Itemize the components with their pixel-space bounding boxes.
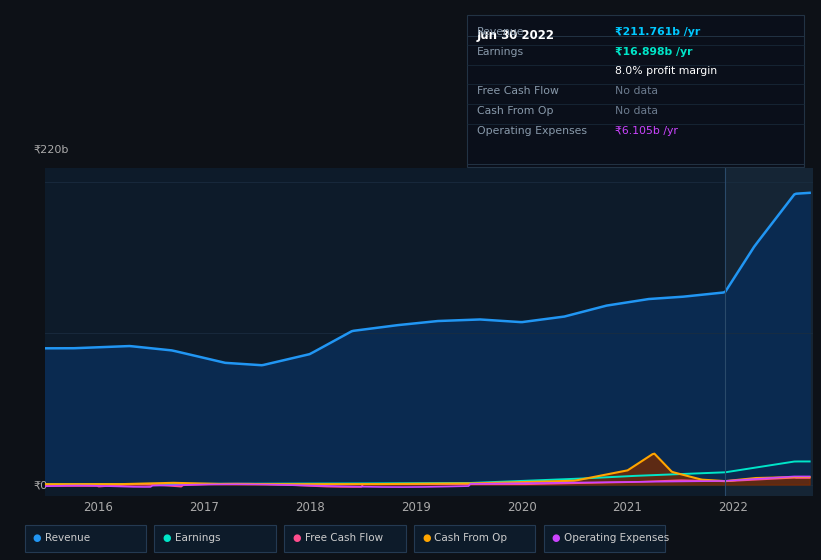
Text: Revenue: Revenue bbox=[477, 27, 525, 37]
Text: No data: No data bbox=[615, 106, 658, 116]
Text: Revenue: Revenue bbox=[45, 533, 90, 543]
Text: Free Cash Flow: Free Cash Flow bbox=[477, 86, 559, 96]
Text: ₹211.761b /yr: ₹211.761b /yr bbox=[615, 27, 700, 37]
Text: ₹6.105b /yr: ₹6.105b /yr bbox=[615, 126, 678, 136]
Bar bbox=[725, 168, 813, 496]
Text: Operating Expenses: Operating Expenses bbox=[564, 533, 669, 543]
Text: ₹16.898b /yr: ₹16.898b /yr bbox=[615, 46, 693, 57]
Text: 8.0% profit margin: 8.0% profit margin bbox=[615, 67, 718, 77]
Text: No data: No data bbox=[615, 86, 658, 96]
Text: Operating Expenses: Operating Expenses bbox=[477, 126, 587, 136]
Text: ●: ● bbox=[422, 533, 430, 543]
Text: ₹220b: ₹220b bbox=[34, 145, 69, 155]
Text: Earnings: Earnings bbox=[175, 533, 220, 543]
Text: Cash From Op: Cash From Op bbox=[477, 106, 553, 116]
Text: Earnings: Earnings bbox=[477, 46, 524, 57]
Text: Jun 30 2022: Jun 30 2022 bbox=[477, 29, 555, 42]
Text: ●: ● bbox=[163, 533, 171, 543]
Text: ●: ● bbox=[552, 533, 560, 543]
Text: Cash From Op: Cash From Op bbox=[434, 533, 507, 543]
Text: ●: ● bbox=[33, 533, 41, 543]
Text: ₹0: ₹0 bbox=[34, 480, 48, 491]
Text: Free Cash Flow: Free Cash Flow bbox=[305, 533, 383, 543]
Text: ●: ● bbox=[292, 533, 300, 543]
